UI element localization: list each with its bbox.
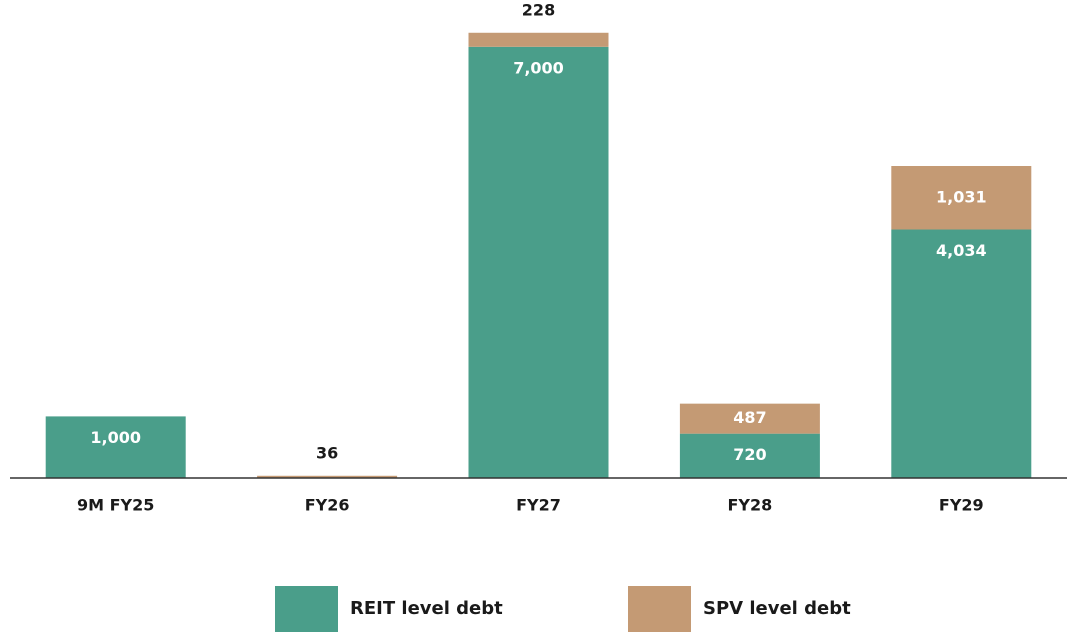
bar-segment [45,416,186,478]
legend-swatch [628,586,691,632]
legend-label: REIT level debt [350,598,503,619]
data-label: 7,000 [513,58,564,77]
data-label: 1,000 [90,428,141,447]
x-tick-label: FY26 [305,496,350,515]
x-tick-label: FY28 [728,496,773,515]
data-label: 228 [522,0,555,19]
data-label: 36 [316,443,338,462]
bar-segment [468,32,609,47]
legend-swatch [275,586,338,632]
data-label: 1,031 [936,187,987,206]
bar-segment [468,46,609,479]
bar-segment [679,403,820,434]
legend-label: SPV level debt [703,598,851,619]
x-tick-label: FY29 [939,496,984,515]
x-tick-label: FY27 [516,496,561,515]
bar-segment [891,166,1032,230]
bar-segment [891,229,1032,478]
bar-segment [679,433,820,478]
data-label: 4,034 [936,241,987,260]
x-tick-label: 9M FY25 [77,496,154,515]
bar-segment [257,475,398,478]
data-label: 720 [733,445,766,464]
data-label: 487 [733,408,766,427]
